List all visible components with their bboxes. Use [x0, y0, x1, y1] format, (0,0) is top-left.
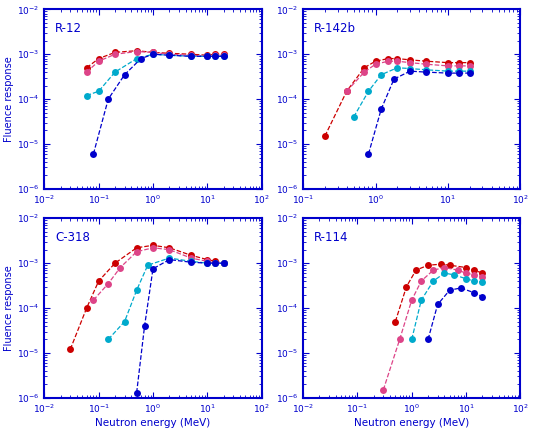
Y-axis label: Fluence response: Fluence response — [4, 56, 14, 142]
Text: R-142b: R-142b — [314, 22, 356, 35]
Y-axis label: Fluence response: Fluence response — [4, 265, 14, 351]
Text: C-318: C-318 — [55, 231, 90, 244]
Text: R-114: R-114 — [314, 231, 349, 244]
X-axis label: Neutron energy (MeV): Neutron energy (MeV) — [95, 418, 211, 428]
Text: R-12: R-12 — [55, 22, 82, 35]
X-axis label: Neutron energy (MeV): Neutron energy (MeV) — [354, 418, 470, 428]
